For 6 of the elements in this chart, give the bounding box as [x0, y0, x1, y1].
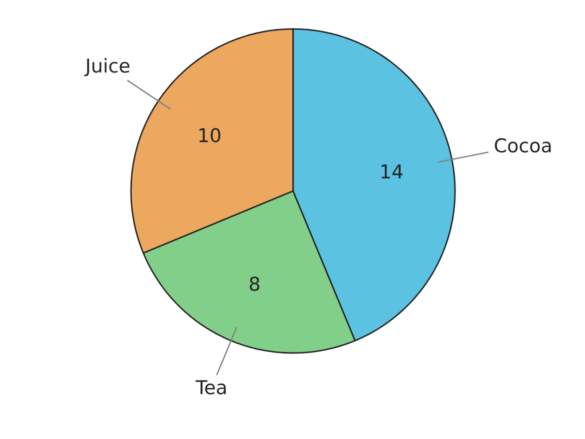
data-label: 14 [382, 164, 403, 178]
slice-label: Tea [196, 380, 226, 394]
data-label: 10 [199, 128, 220, 142]
slice-label: Juice [84, 58, 130, 76]
data-label: 8 [250, 276, 260, 291]
slice-label: Cocoa [494, 138, 551, 153]
